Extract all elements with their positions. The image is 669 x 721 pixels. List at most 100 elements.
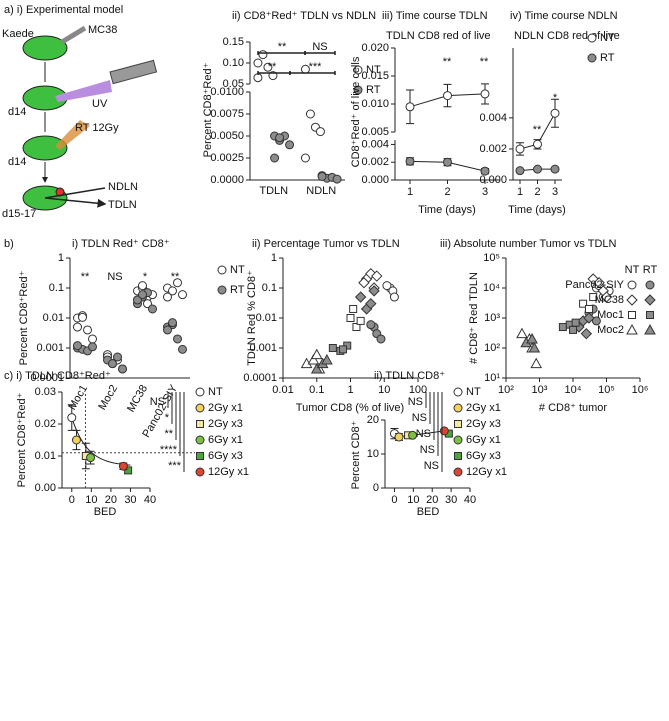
- marker: [148, 304, 157, 314]
- y-tick-label: 0.005: [361, 126, 389, 138]
- legend-label: RT: [600, 52, 615, 64]
- marker: [173, 334, 182, 344]
- rt-beam: [55, 120, 90, 150]
- significance-bar: [289, 71, 336, 75]
- legend-label: MC38: [595, 294, 624, 306]
- chart-title: ii) Percentage Tumor vs TDLN: [252, 238, 400, 250]
- marker: [285, 140, 295, 150]
- y-axis-label: TDLN Red % CD8⁺: [246, 270, 258, 366]
- legend-label: RT: [230, 284, 245, 296]
- x-tick-label: 0.01: [272, 384, 293, 396]
- x-tick-label: 2: [444, 186, 450, 198]
- marker: [389, 292, 399, 302]
- marker: [591, 316, 601, 326]
- chart-title: iii) Time course TDLN: [382, 10, 488, 22]
- y-tick-label: 1: [271, 252, 277, 264]
- marker: [86, 453, 96, 463]
- chart-title: i) TDLN Red⁺ CD8⁺: [72, 238, 170, 250]
- marker: [310, 348, 323, 360]
- marker: [584, 304, 593, 313]
- y-tick-label: 0.015: [361, 70, 389, 82]
- legend-label: RT: [366, 84, 381, 96]
- significance-label: NS: [420, 444, 435, 456]
- y-tick-label: 10³: [484, 312, 500, 324]
- marker: [195, 467, 205, 477]
- legend-label: Moc2: [597, 324, 624, 336]
- marker: [453, 387, 463, 397]
- y-tick-label: 10⁴: [483, 282, 500, 294]
- marker: [569, 325, 577, 334]
- x-tick-label: 10: [407, 494, 419, 506]
- marker: [275, 133, 285, 143]
- marker: [88, 334, 97, 344]
- marker: [587, 53, 597, 63]
- legend-label: 12Gy x1: [466, 466, 507, 478]
- marker: [526, 332, 538, 344]
- marker: [358, 277, 370, 289]
- marker: [589, 293, 598, 302]
- legend-label: NT: [208, 386, 223, 398]
- legend-header: NT: [625, 264, 640, 276]
- x-tick-label: 10: [85, 494, 97, 506]
- marker: [408, 430, 418, 440]
- y-tick-label: 0.0050: [210, 130, 244, 142]
- marker: [515, 166, 525, 176]
- chart-title: iv) Time course NDLN: [510, 10, 618, 22]
- marker: [515, 144, 525, 154]
- y-tick-label: 0.020: [361, 42, 389, 54]
- annotation: ***: [309, 61, 323, 73]
- marker: [67, 413, 77, 423]
- y-tick-label: 0.001: [249, 342, 277, 354]
- marker: [376, 334, 386, 344]
- annotation: **: [268, 61, 277, 73]
- y-tick-label: 1: [58, 252, 64, 264]
- legend-label: 2Gy x1: [208, 402, 243, 414]
- marker: [454, 420, 462, 428]
- marker: [168, 318, 177, 328]
- marker: [310, 362, 323, 374]
- marker: [516, 327, 528, 339]
- marker: [366, 320, 376, 330]
- y-tick-label: 0.0025: [210, 152, 244, 164]
- marker: [528, 341, 541, 353]
- x-tick-label: MC38: [125, 383, 150, 414]
- arrow: [44, 187, 105, 204]
- x-tick-label: 0: [391, 494, 397, 506]
- marker: [405, 102, 415, 112]
- y-tick-label: 0.00: [35, 482, 56, 494]
- uv-beam: [55, 80, 112, 102]
- y-tick-label: 0.0000: [210, 174, 244, 186]
- chart-title: ii) TDLN CD8⁺: [374, 370, 445, 382]
- diagram-label: d14: [8, 156, 26, 168]
- marker: [163, 292, 172, 302]
- y-tick-label: 0: [373, 482, 379, 494]
- marker: [196, 452, 204, 460]
- marker: [587, 33, 597, 43]
- marker: [353, 65, 363, 75]
- legend-label: 6Gy x1: [466, 434, 501, 446]
- x-tick-label: Moc2: [96, 383, 120, 412]
- y-tick-label: 0.02: [35, 418, 56, 430]
- marker: [644, 323, 656, 335]
- marker: [349, 304, 358, 313]
- diagram-label: d14: [8, 106, 26, 118]
- x-tick-label: 1: [347, 384, 353, 396]
- significance-label: NS: [150, 396, 165, 408]
- y-tick-label: 0.002: [479, 143, 507, 155]
- x-tick-label: 10: [378, 384, 390, 396]
- marker: [138, 281, 147, 291]
- legend-label: 6Gy x1: [208, 434, 243, 446]
- x-tick-label: 20: [105, 494, 117, 506]
- diagram: [22, 25, 158, 210]
- mouse: [22, 135, 68, 161]
- y-tick-label: 0.0001: [30, 372, 64, 384]
- diagram-label: UV: [92, 98, 108, 110]
- y-tick-label: 0.0075: [210, 108, 244, 120]
- marker: [300, 153, 310, 163]
- marker: [118, 461, 128, 471]
- diagram-label: Kaede: [2, 28, 34, 40]
- marker: [332, 174, 342, 184]
- marker: [394, 432, 404, 442]
- chart-title: iii) Absolute number Tumor vs TDLN: [440, 238, 617, 250]
- annotation: **: [81, 271, 90, 283]
